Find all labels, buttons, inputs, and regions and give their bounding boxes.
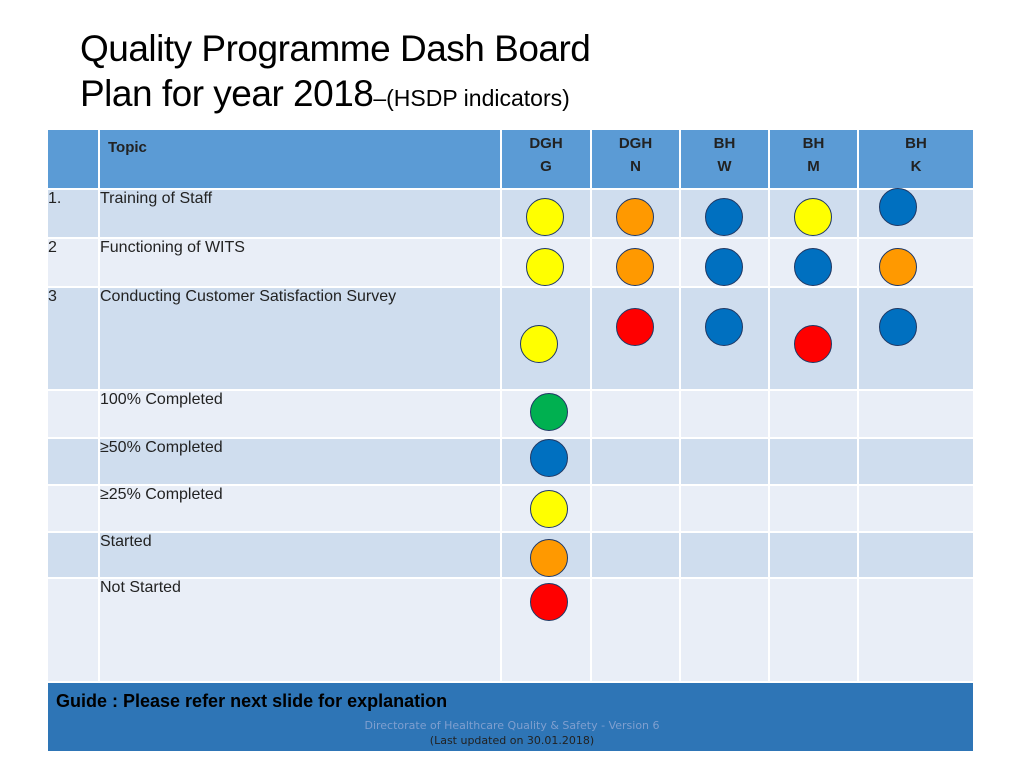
legend-label: Started xyxy=(98,531,502,579)
header-num-cell xyxy=(46,128,100,190)
status-dot xyxy=(526,248,564,286)
row-number: 1. xyxy=(46,188,100,239)
status-cell xyxy=(768,188,859,239)
title-year: Plan for year 2018 xyxy=(80,73,374,114)
title-subtitle: –(HSDP indicators) xyxy=(373,85,570,111)
title-line1: Quality Programme Dash Board xyxy=(80,28,591,69)
status-cell xyxy=(500,286,592,391)
status-cell xyxy=(679,286,770,391)
status-dot xyxy=(879,188,917,226)
status-cell xyxy=(500,237,592,288)
row-number: 3 xyxy=(46,286,100,391)
status-cell xyxy=(679,237,770,288)
status-cell xyxy=(590,286,681,391)
table-row: 2 Functioning of WITS xyxy=(46,237,975,288)
status-dot xyxy=(705,308,743,346)
footer-directorate: Directorate of Healthcare Quality & Safe… xyxy=(364,719,660,732)
header-col-dghg: DGH G xyxy=(500,128,592,190)
status-cell xyxy=(768,286,859,391)
status-dot xyxy=(526,198,564,236)
legend-cell xyxy=(500,437,592,486)
legend-row: 100% Completed xyxy=(46,389,975,439)
legend-dot xyxy=(530,490,568,528)
legend-dot xyxy=(530,439,568,477)
status-dot xyxy=(616,308,654,346)
status-cell xyxy=(768,237,859,288)
status-dot xyxy=(794,198,832,236)
legend-label: ≥25% Completed xyxy=(98,484,502,533)
status-dot xyxy=(705,198,743,236)
status-cell xyxy=(857,188,975,239)
table-row: 3 Conducting Customer Satisfaction Surve… xyxy=(46,286,975,391)
status-cell xyxy=(679,188,770,239)
status-dot xyxy=(879,308,917,346)
legend-row: ≥50% Completed xyxy=(46,437,975,486)
status-dot xyxy=(794,325,832,363)
legend-cell xyxy=(500,531,592,579)
slide-title: Quality Programme Dash Board Plan for ye… xyxy=(80,26,980,121)
dashboard-table: Topic DGH G DGH N BH W BH M BH K 1. Training … xyxy=(46,128,975,753)
row-topic: Training of Staff xyxy=(98,188,502,239)
legend-row: Not Started xyxy=(46,577,975,683)
status-cell xyxy=(590,188,681,239)
title-line2: Plan for year 2018–(HSDP indicators) xyxy=(80,71,980,121)
legend-dot xyxy=(530,583,568,621)
legend-num-cell xyxy=(46,389,100,439)
status-dot xyxy=(616,198,654,236)
table-row: 1. Training of Staff xyxy=(46,188,975,239)
legend-num-cell xyxy=(46,484,100,533)
legend-dot xyxy=(530,393,568,431)
legend-label: Not Started xyxy=(98,577,502,683)
status-dot xyxy=(616,248,654,286)
status-cell xyxy=(500,188,592,239)
legend-label: ≥50% Completed xyxy=(98,437,502,486)
row-number: 2 xyxy=(46,237,100,288)
legend-num-cell xyxy=(46,437,100,486)
status-dot xyxy=(705,248,743,286)
guide-text: Guide : Please refer next slide for expl… xyxy=(46,681,975,753)
status-dot xyxy=(520,325,558,363)
table-header-row: Topic DGH G DGH N BH W BH M BH K xyxy=(46,128,975,190)
footer-updated: (Last updated on 30.01.2018) xyxy=(429,734,595,747)
legend-cell xyxy=(500,577,592,683)
header-col-bhk: BH K xyxy=(857,128,975,190)
legend-num-cell xyxy=(46,531,100,579)
legend-row: ≥25% Completed xyxy=(46,484,975,533)
status-dot xyxy=(879,248,917,286)
legend-row: Started xyxy=(46,531,975,579)
row-topic: Conducting Customer Satisfaction Survey xyxy=(98,286,502,391)
legend-cell xyxy=(500,389,592,439)
status-cell xyxy=(857,237,975,288)
legend-dot xyxy=(530,539,568,577)
legend-label: 100% Completed xyxy=(98,389,502,439)
legend-num-cell xyxy=(46,577,100,683)
legend-cell xyxy=(500,484,592,533)
header-topic: Topic xyxy=(98,128,502,190)
status-cell xyxy=(590,237,681,288)
status-dot xyxy=(794,248,832,286)
row-topic: Functioning of WITS xyxy=(98,237,502,288)
guide-row: Guide : Please refer next slide for expl… xyxy=(46,681,975,753)
header-col-dghn: DGH N xyxy=(590,128,681,190)
header-col-bhw: BH W xyxy=(679,128,770,190)
header-col-bhm: BH M xyxy=(768,128,859,190)
status-cell xyxy=(857,286,975,391)
